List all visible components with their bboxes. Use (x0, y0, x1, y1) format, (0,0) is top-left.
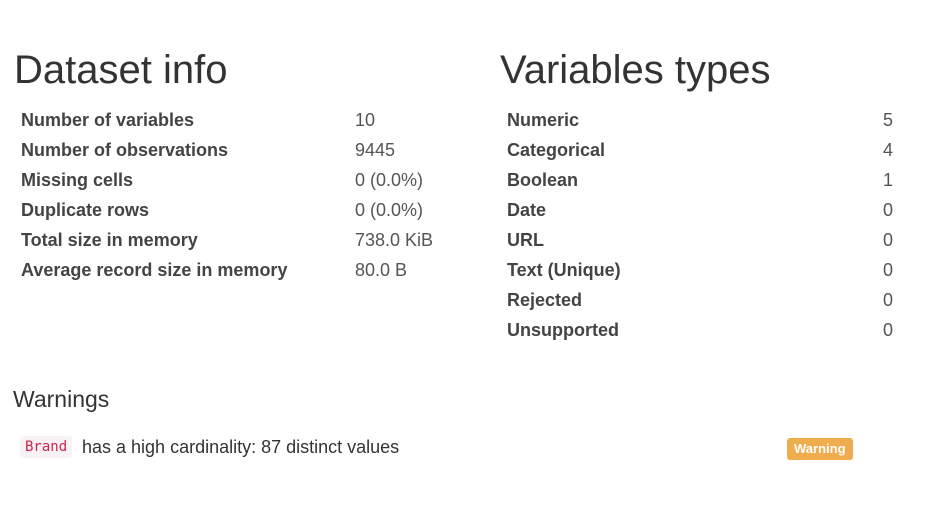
stat-value: 738.0 KiB (355, 230, 434, 250)
warning-message: has a high cardinality: 87 distinct valu… (82, 437, 400, 457)
table-row: Unsupported 0 (507, 321, 893, 351)
type-count: 0 (882, 260, 893, 280)
variables-types-title: Variables types (500, 48, 771, 92)
table-row: Categorical 4 (507, 141, 893, 171)
type-label: Boolean (507, 170, 579, 190)
type-count: 5 (882, 110, 893, 130)
type-count: 4 (882, 140, 893, 160)
table-row: Average record size in memory 80.0 B (21, 261, 435, 291)
table-row: Number of variables 10 (21, 111, 435, 141)
stat-label: Missing cells (21, 170, 134, 190)
type-label: Text (Unique) (507, 260, 621, 280)
stat-label: Number of variables (21, 110, 195, 130)
type-count: 0 (882, 320, 893, 340)
table-row: Text (Unique) 0 (507, 261, 893, 291)
type-label: Categorical (507, 140, 606, 160)
warning-item: Brand has a high cardinality: 87 distinc… (20, 435, 860, 461)
variables-types-table: Numeric 5 Categorical 4 Boolean 1 Date 0… (507, 111, 893, 351)
stat-value: 0 (0.0%) (355, 170, 424, 190)
table-row: Numeric 5 (507, 111, 893, 141)
dataset-info-title: Dataset info (14, 48, 228, 92)
table-row: Number of observations 9445 (21, 141, 435, 171)
type-count: 0 (882, 230, 893, 250)
table-row: Duplicate rows 0 (0.0%) (21, 201, 435, 231)
type-label: Date (507, 200, 547, 220)
variable-name-link[interactable]: Brand (20, 436, 73, 458)
type-label: Rejected (507, 290, 583, 310)
stat-label: Average record size in memory (21, 260, 288, 280)
table-row: Date 0 (507, 201, 893, 231)
table-row: URL 0 (507, 231, 893, 261)
table-row: Missing cells 0 (0.0%) (21, 171, 435, 201)
type-label: Unsupported (507, 320, 619, 340)
dataset-info-table: Number of variables 10 Number of observa… (21, 111, 435, 291)
warnings-title: Warnings (13, 386, 110, 412)
type-count: 0 (882, 290, 893, 310)
stat-label: Total size in memory (21, 230, 198, 250)
table-row: Total size in memory 738.0 KiB (21, 231, 435, 261)
table-row: Rejected 0 (507, 291, 893, 321)
stat-value: 0 (0.0%) (355, 200, 424, 220)
type-count: 1 (882, 170, 893, 190)
warning-badge: Warning (787, 438, 853, 460)
type-label: Numeric (507, 110, 580, 130)
stat-value: 10 (355, 110, 376, 130)
stat-value: 80.0 B (355, 260, 408, 280)
stat-label: Number of observations (21, 140, 229, 160)
stat-value: 9445 (355, 140, 396, 160)
stat-label: Duplicate rows (21, 200, 150, 220)
type-label: URL (507, 230, 544, 250)
table-row: Boolean 1 (507, 171, 893, 201)
type-count: 0 (882, 200, 893, 220)
